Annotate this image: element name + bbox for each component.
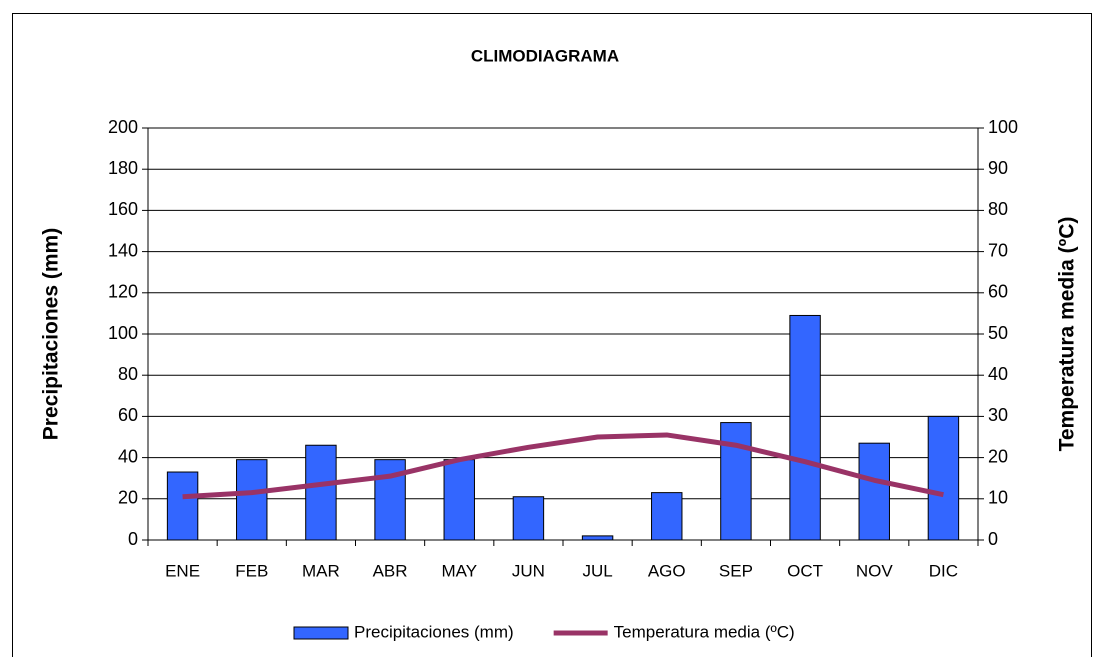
y2-tick-label: 60: [988, 282, 1008, 302]
y-tick-label: 100: [108, 323, 138, 343]
y-tick-label: 40: [118, 446, 138, 466]
chart-title: CLIMODIAGRAMA: [471, 46, 619, 65]
bar: [720, 422, 752, 541]
y-tick-label: 0: [128, 529, 138, 549]
bar: [651, 492, 683, 541]
x-tick-label: DIC: [929, 561, 958, 580]
legend-label: Precipitaciones (mm): [354, 622, 514, 641]
x-tick-label: AGO: [648, 561, 686, 580]
x-tick-label: OCT: [787, 561, 823, 580]
x-tick-label: ABR: [373, 561, 408, 580]
y2-tick-label: 30: [988, 405, 1008, 425]
legend-swatch: [293, 626, 349, 640]
temperature-line: [182, 432, 944, 500]
bar: [789, 314, 821, 541]
y2-tick-label: 50: [988, 323, 1008, 343]
bar: [512, 496, 545, 541]
y-tick-label: 60: [118, 405, 138, 425]
y-tick-label: 120: [108, 282, 138, 302]
y2-tick-label: 40: [988, 364, 1008, 384]
y-tick-label: 160: [108, 199, 138, 219]
y-tick-label: 80: [118, 364, 138, 384]
bar: [927, 415, 960, 541]
x-tick-label: JUL: [582, 561, 612, 580]
x-tick-label: MAR: [302, 561, 340, 580]
y-tick-label: 20: [118, 488, 138, 508]
y2-tick-label: 10: [988, 488, 1008, 508]
bar: [166, 471, 199, 541]
legend-label: Temperatura media (ºC): [614, 622, 795, 641]
y2-axis-title: Temperatura media (ºC): [1056, 217, 1079, 452]
y2-tick-label: 90: [988, 158, 1008, 178]
y-axis-title: Precipitaciones (mm): [40, 228, 63, 440]
x-tick-label: NOV: [856, 561, 894, 580]
chart-border: [12, 13, 1092, 657]
y2-tick-label: 70: [988, 240, 1008, 260]
x-tick-label: ENE: [165, 561, 200, 580]
x-tick-label: SEP: [719, 561, 753, 580]
y-tick-label: 180: [108, 158, 138, 178]
y2-tick-label: 0: [988, 529, 998, 549]
y2-tick-label: 100: [988, 117, 1018, 137]
y2-tick-label: 20: [988, 446, 1008, 466]
x-tick-label: JUN: [512, 561, 545, 580]
bar: [305, 444, 337, 541]
bar: [236, 459, 268, 541]
bar: [443, 459, 475, 541]
y-tick-label: 200: [108, 117, 138, 137]
x-tick-label: MAY: [441, 561, 477, 580]
y-tick-label: 140: [108, 240, 138, 260]
bar: [581, 535, 614, 541]
y2-tick-label: 80: [988, 199, 1008, 219]
x-tick-label: FEB: [235, 561, 268, 580]
bar: [858, 442, 890, 541]
